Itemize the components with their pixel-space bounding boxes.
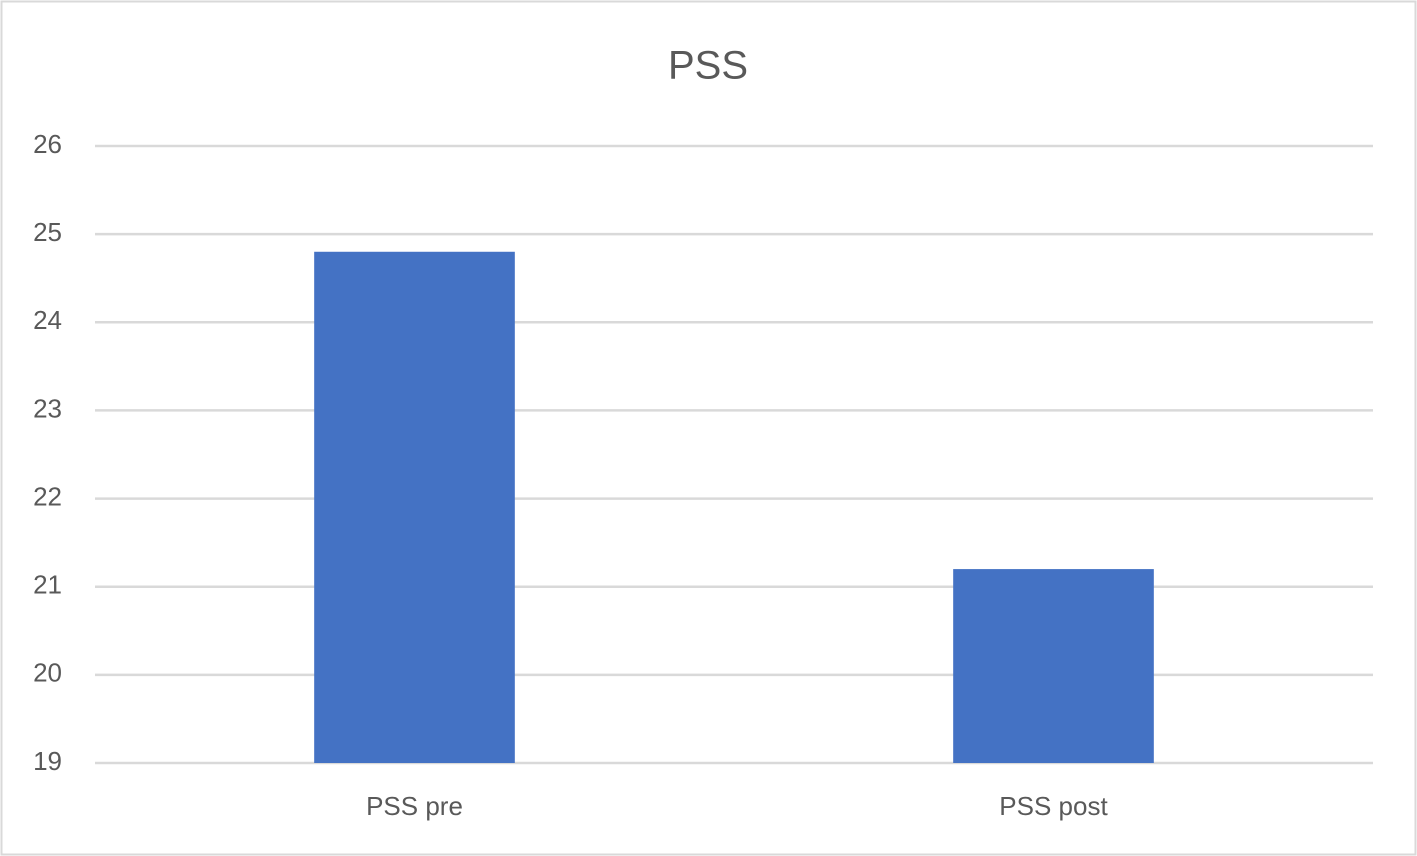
bar bbox=[314, 251, 515, 763]
y-tick-label: 21 bbox=[33, 570, 62, 600]
y-tick-label: 19 bbox=[33, 746, 62, 776]
x-tick-label: PSS pre bbox=[366, 791, 463, 821]
y-tick-label: 24 bbox=[33, 305, 62, 335]
bar bbox=[953, 569, 1154, 763]
y-tick-label: 26 bbox=[33, 129, 62, 159]
x-tick-label: PSS post bbox=[999, 791, 1108, 821]
chart-title: PSS bbox=[668, 44, 748, 88]
y-tick-label: 25 bbox=[33, 217, 62, 247]
y-tick-label: 20 bbox=[33, 658, 62, 688]
y-tick-label: 23 bbox=[33, 393, 62, 423]
y-tick-label: 22 bbox=[33, 481, 62, 511]
